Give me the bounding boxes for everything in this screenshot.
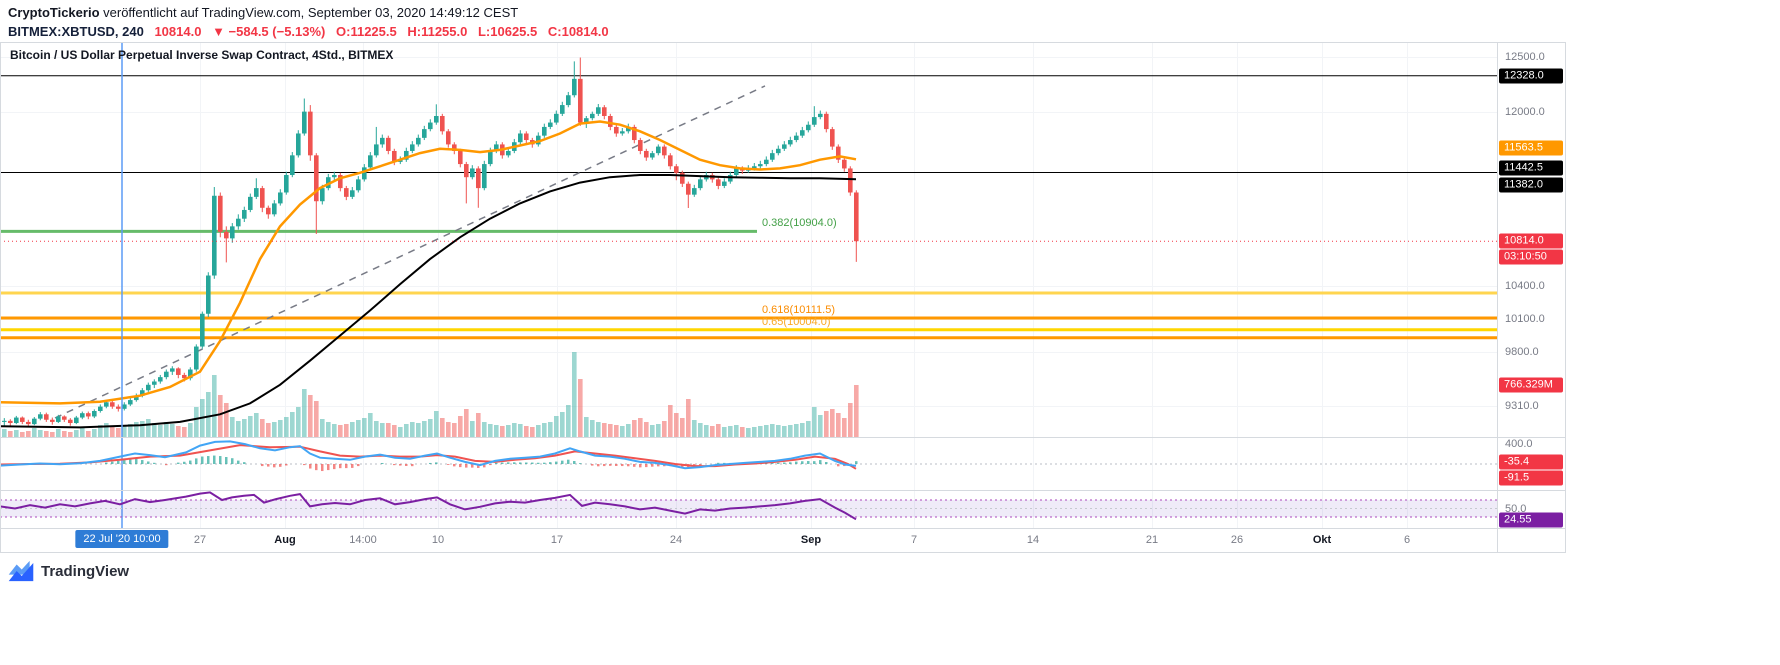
published-text: veröffentlicht auf TradingView.com, Sept… (103, 5, 519, 20)
price-tick-label: 50.0 (1505, 503, 1527, 515)
price-axis-badge: -35.4 (1499, 454, 1563, 470)
price-tick-label: 10100.0 (1505, 313, 1545, 325)
symbol-title[interactable]: BITMEX:XBTUSD, 240 (8, 24, 144, 39)
time-axis-label: 10 (431, 534, 445, 546)
price-axis-badge: 12328.0 (1499, 68, 1563, 84)
price-axis-badge: -91.5 (1499, 470, 1563, 486)
price-tick-label: 400.0 (1505, 438, 1533, 450)
price-tick-label: 9310.0 (1505, 400, 1539, 412)
time-axis-label: 14:00 (349, 534, 377, 546)
price-change: ▼ −584.5 (−5.13%) (212, 24, 326, 39)
rsi-layer (0, 491, 1497, 521)
price-axis-badge: 24.55 (1499, 512, 1563, 528)
ohlc-open: O:11225.5 (336, 24, 397, 39)
last-price: 10814.0 (154, 24, 202, 39)
annotations-layer (0, 42, 1497, 528)
ohlc-high: H:11255.0 (407, 24, 468, 39)
time-axis-label: Aug (274, 534, 296, 546)
grid-layer (0, 42, 1497, 528)
chart-frame: Bitcoin / US Dollar Perpetual Inverse Sw… (0, 42, 1566, 553)
price-axis-badge: 766.329M (1499, 377, 1563, 393)
time-highlight-badge: 22 Jul '20 10:00 (75, 530, 169, 548)
ma-layer (0, 120, 857, 429)
price-axis-badge: 11442.5 (1499, 160, 1563, 176)
price-axis-badge: 03:10:50 (1499, 249, 1563, 265)
symbol-line: BITMEX:XBTUSD, 240 10814.0 ▼ −584.5 (−5.… (8, 24, 609, 39)
price-tick-label: 12000.0 (1505, 106, 1545, 118)
volume-layer (2, 352, 859, 437)
time-axis-label: 6 (1403, 534, 1411, 546)
chart-title: Bitcoin / US Dollar Perpetual Inverse Sw… (10, 48, 394, 62)
frame-layer (0, 42, 1566, 553)
price-tick-label: 12500.0 (1505, 51, 1545, 63)
time-axis-label: Okt (1312, 534, 1332, 546)
publish-line: CryptoTickerio veröffentlicht auf Tradin… (8, 5, 609, 20)
time-axis-label: 26 (1230, 534, 1244, 546)
time-axis-label: 14 (1026, 534, 1040, 546)
author-name: CryptoTickerio (8, 5, 100, 20)
ohlc-low: L:10625.5 (477, 24, 538, 39)
tradingview-attribution[interactable]: TradingView (8, 560, 129, 582)
price-chart-canvas[interactable] (0, 42, 1566, 553)
time-axis-label: Sep (800, 534, 822, 546)
price-axis-badge: 11563.5 (1499, 140, 1563, 156)
oscillator-layer (0, 440, 1497, 472)
time-axis[interactable]: 27 Aug 14:00 10 17 24 Sep 7 14 21 26 Okt 6 22 Jul '20… (0, 528, 1566, 553)
price-tick-label: 10400.0 (1505, 280, 1545, 292)
tradingview-logo-icon (8, 560, 34, 582)
tradingview-wordmark: TradingView (41, 562, 130, 580)
ohlc-close: C:10814.0 (547, 24, 609, 39)
time-axis-label: 21 (1145, 534, 1159, 546)
price-axis-badge: 11382.0 (1499, 177, 1563, 193)
time-axis-label: 17 (550, 534, 564, 546)
level-lines-layer (0, 75, 1497, 419)
time-axis-label: 24 (669, 534, 683, 546)
time-axis-label: 7 (910, 534, 918, 546)
price-axis[interactable]: 12500.0 12000.0 10400.0 10100.0 9800.0 9310.0… (1497, 42, 1566, 553)
price-tick-label: 9800.0 (1505, 346, 1539, 358)
time-axis-label: 27 (193, 534, 207, 546)
price-axis-badge: 10814.0 (1499, 233, 1563, 249)
header: CryptoTickerio veröffentlicht auf Tradin… (8, 5, 609, 39)
